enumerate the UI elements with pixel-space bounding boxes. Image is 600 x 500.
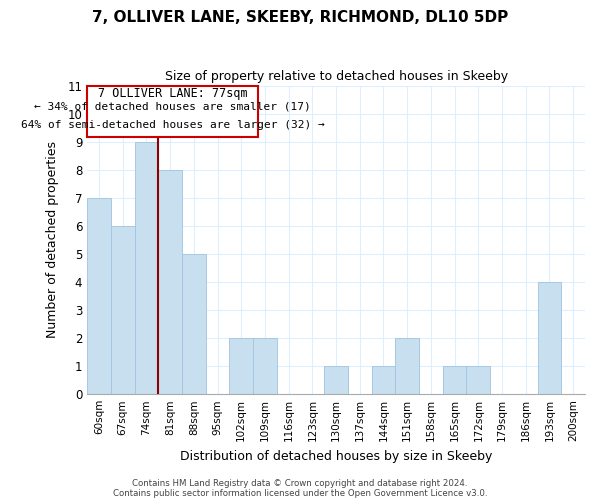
Text: 7, OLLIVER LANE, SKEEBY, RICHMOND, DL10 5DP: 7, OLLIVER LANE, SKEEBY, RICHMOND, DL10 … <box>92 10 508 25</box>
Text: Contains public sector information licensed under the Open Government Licence v3: Contains public sector information licen… <box>113 488 487 498</box>
Bar <box>371 366 395 394</box>
Text: ← 34% of detached houses are smaller (17): ← 34% of detached houses are smaller (17… <box>34 102 311 112</box>
Bar <box>87 198 111 394</box>
Bar <box>182 254 206 394</box>
Bar <box>466 366 490 394</box>
Title: Size of property relative to detached houses in Skeeby: Size of property relative to detached ho… <box>164 70 508 83</box>
Text: 64% of semi-detached houses are larger (32) →: 64% of semi-detached houses are larger (… <box>20 120 325 130</box>
Bar <box>395 338 419 394</box>
Bar <box>229 338 253 394</box>
FancyBboxPatch shape <box>87 86 258 138</box>
Y-axis label: Number of detached properties: Number of detached properties <box>46 142 59 338</box>
Bar <box>443 366 466 394</box>
Bar <box>538 282 561 394</box>
Bar <box>134 142 158 394</box>
Text: 7 OLLIVER LANE: 77sqm: 7 OLLIVER LANE: 77sqm <box>98 87 247 100</box>
Bar <box>111 226 134 394</box>
Bar <box>324 366 348 394</box>
Text: Contains HM Land Registry data © Crown copyright and database right 2024.: Contains HM Land Registry data © Crown c… <box>132 478 468 488</box>
Bar <box>158 170 182 394</box>
X-axis label: Distribution of detached houses by size in Skeeby: Distribution of detached houses by size … <box>180 450 492 462</box>
Bar <box>253 338 277 394</box>
